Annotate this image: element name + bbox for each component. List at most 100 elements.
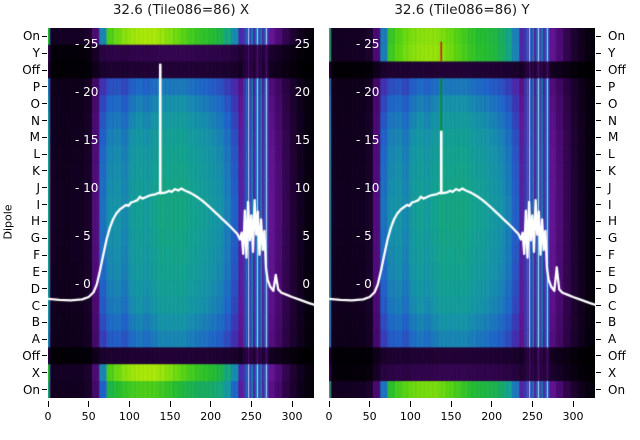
dipole-label-left: X [31, 365, 40, 380]
dipole-tick-left [42, 220, 47, 222]
x-tick-mark [47, 401, 49, 407]
dipole-tick-right [596, 321, 601, 323]
dipole-label-right: On [608, 382, 626, 397]
y-tick-label-left: - 10 [75, 180, 99, 195]
x-tick-mark [328, 401, 330, 407]
x-tick-label: 250 [240, 410, 262, 423]
dipole-label-left: Off [22, 63, 40, 78]
dipole-tick-right [596, 305, 601, 306]
x-tick-label: 250 [521, 410, 543, 423]
dipole-tick-right [596, 355, 601, 357]
x-tick-label: 150 [159, 410, 181, 423]
dipole-label-right: F [608, 248, 615, 263]
dipole-tick-right [596, 372, 601, 374]
dipole-tick-right [596, 204, 601, 206]
x-tick-label: 50 [362, 410, 377, 423]
y-tick-label-left: - 20 [75, 84, 99, 99]
x-tick-label: 100 [118, 410, 140, 423]
x-tick-label: 300 [562, 410, 584, 423]
x-tick-mark [369, 401, 371, 407]
dipole-label-left: F [33, 248, 40, 263]
dipole-tick-right [596, 220, 601, 222]
y-tick-label-right: 5 [302, 228, 310, 243]
dipole-tick-right [596, 153, 601, 155]
dipole-tick-left [42, 338, 47, 340]
dipole-label-left: Y [32, 46, 40, 61]
dipole-label-left: N [31, 113, 40, 128]
y-tick-label-right: 25 [294, 36, 310, 51]
heatmap-canvas-x [48, 28, 314, 398]
dipole-tick-left [42, 136, 47, 138]
dipole-label-right: H [608, 214, 618, 229]
dipole-label-right: M [608, 130, 619, 145]
dipole-label-right: Off [608, 348, 626, 363]
y-tick-label-left: - 0 [75, 276, 91, 291]
x-tick-mark [88, 401, 90, 407]
dipole-label-left: Off [22, 348, 40, 363]
dipole-label-left: P [32, 79, 40, 94]
y-tick-label-left: - 5 [75, 228, 91, 243]
dipole-label-left: A [31, 332, 40, 347]
y-tick-label-left: - 0 [356, 276, 372, 291]
dipole-tick-left [42, 372, 47, 374]
dipole-label-right: G [608, 231, 618, 246]
dipole-tick-left [42, 271, 47, 273]
x-tick-label: 100 [399, 410, 421, 423]
y-tick-label-left: - 25 [356, 36, 380, 51]
dipole-label-right: A [608, 332, 617, 347]
y-tick-label-left: - 25 [75, 36, 99, 51]
dipole-label-left: B [31, 315, 40, 330]
dipole-tick-left [42, 288, 47, 290]
dipole-label-right: On [608, 29, 626, 44]
dipole-label-right: B [608, 315, 617, 330]
dipole-tick-right [596, 254, 601, 256]
dipole-label-right: N [608, 113, 617, 128]
y-tick-label-right: 15 [294, 132, 310, 147]
x-tick-mark [250, 401, 252, 407]
dipole-tick-left [42, 153, 47, 155]
dipole-label-left: On [22, 29, 40, 44]
dipole-tick-left [42, 254, 47, 256]
y-tick-label-left: - 15 [75, 132, 99, 147]
dipole-tick-left [42, 69, 47, 71]
dipole-label-left: K [32, 163, 40, 178]
y-tick-label-left: - 10 [356, 180, 380, 195]
x-tick-mark [210, 401, 212, 407]
y-tick-label-right: 20 [294, 84, 310, 99]
dipole-tick-left [42, 355, 47, 357]
dipole-tick-left [42, 237, 47, 239]
x-tick-label: 150 [440, 410, 462, 423]
dipole-tick-left [42, 103, 47, 105]
dipole-label-right: Y [608, 46, 616, 61]
dipole-label-left: H [30, 214, 40, 229]
dipole-tick-right [596, 136, 601, 138]
dipole-label-right: J [608, 180, 612, 195]
dipole-tick-left [42, 86, 47, 88]
dipole-label-left: M [29, 130, 40, 145]
x-tick-label: 50 [81, 410, 96, 423]
heatmap-canvas-y [329, 28, 595, 398]
dipole-tick-left [42, 187, 47, 189]
dipole-tick-left [42, 204, 47, 206]
dipole-tick-right [596, 288, 601, 290]
x-tick-mark [291, 401, 293, 407]
x-tick-mark [531, 401, 533, 407]
dipole-label-right: E [608, 264, 616, 279]
x-tick-mark [572, 401, 574, 407]
dipole-label-left: D [30, 281, 40, 296]
dipole-tick-right [596, 338, 601, 340]
dipole-tick-right [596, 86, 601, 88]
y-tick-label-right: 10 [294, 180, 310, 195]
dipole-tick-left [42, 305, 47, 306]
dipole-tick-right [596, 237, 601, 239]
x-tick-mark [491, 401, 493, 407]
dipole-tick-left [42, 52, 47, 54]
x-tick-mark [128, 401, 130, 407]
dipole-label-right: Off [608, 63, 626, 78]
panel-y-title: 32.6 (Tile086=86) Y [394, 2, 530, 18]
dipole-label-left: J [36, 180, 40, 195]
dipole-label-right: O [608, 96, 618, 111]
dipole-tick-right [596, 69, 601, 71]
dipole-tick-left [42, 321, 47, 323]
x-tick-label: 200 [481, 410, 503, 423]
